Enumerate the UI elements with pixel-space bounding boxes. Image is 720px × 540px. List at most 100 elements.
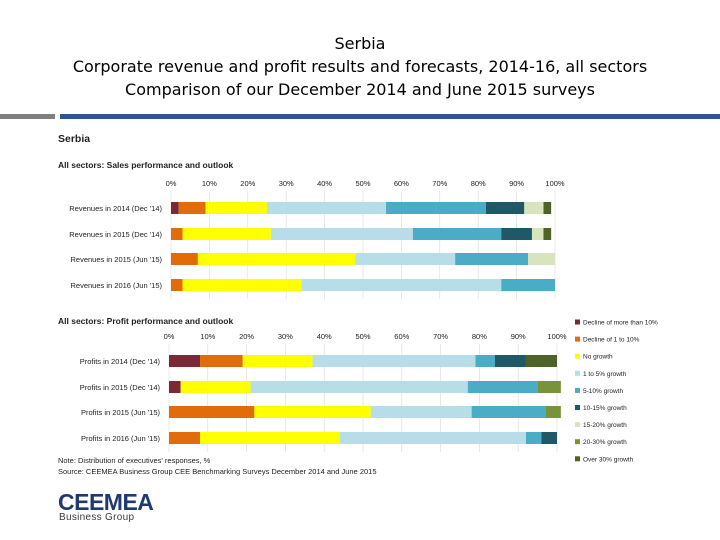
sales-tick-label: 70% [432,179,447,188]
slide-title-line2: Corporate revenue and profit results and… [72,57,648,76]
sales-bar-segment [270,228,413,240]
sales-bar-segment [197,253,356,265]
profit-bar-segment [242,355,313,367]
legend-swatch [575,370,580,376]
title-divider-grey [0,114,55,119]
profit-tick-label: 30% [278,332,293,341]
legend-label: No growth [583,354,613,361]
sales-bar-segment [531,228,544,240]
profit-chart-title: All sectors: Profit performance and outl… [58,316,234,326]
profit-tick-label: 80% [472,332,487,341]
profit-tick-label: 90% [511,332,526,341]
sales-bar-segment [386,202,486,214]
sales-tick-label: 50% [355,179,370,188]
slide-title-line1: Serbia [334,34,386,53]
sales-bar-segment [267,202,387,214]
sales-bar-segment [171,202,179,214]
sales-tick-label: 90% [509,179,524,188]
profit-tick-label: 50% [355,332,370,341]
sales-bar-segment [543,228,552,240]
sales-tick-label: 60% [394,179,409,188]
sales-category-label: Revenues in 2016 (Jun '15) [71,281,163,290]
sales-bar-segment [171,279,183,291]
profit-bar-segment [494,355,526,367]
profit-bar-segment [169,381,181,393]
profit-bar-segment [180,381,251,393]
profit-tick-label: 40% [317,332,332,341]
profit-bar-segment [200,432,340,444]
sales-tick-label: 100% [545,179,565,188]
profit-category-label: Profits in 2016 (Jun '15) [81,434,160,443]
sales-bar-segment [501,228,532,240]
profit-bar-segment [339,432,526,444]
profit-bar-segment [169,432,201,444]
legend-swatch [575,353,580,359]
ceemea-logo: CEEMEA Business Group [58,489,168,523]
legend-swatch [575,456,580,462]
sales-bar-segment [178,202,206,214]
sales-bar-segment [485,202,525,214]
profit-bar-segment [541,432,557,444]
sales-tick-label: 40% [317,179,332,188]
legend-label: 20-30% growth [583,439,627,446]
profit-bar-segment [169,406,255,418]
sales-bar-segment [412,228,502,240]
legend-label: 5-10% growth [583,388,623,395]
sales-chart-title: All sectors: Sales performance and outlo… [58,160,234,170]
sales-bar-segment [455,253,529,265]
legend-swatch [575,336,580,342]
sales-bar-segment [528,253,555,265]
slide-title-line3: Comparison of our December 2014 and June… [125,80,595,99]
profit-category-label: Profits in 2015 (Dec '14) [80,383,161,392]
profit-tick-label: 0% [164,332,175,341]
title-divider-blue [60,114,720,119]
sales-bar-segment [355,253,456,265]
title-divider [0,114,720,119]
profit-tick-label: 70% [433,332,448,341]
sales-tick-label: 0% [166,179,177,188]
sales-bar-segment [524,202,544,214]
slide-title: Serbia Corporate revenue and profit resu… [0,32,720,101]
profit-bar-segment [537,381,561,393]
sales-tick-label: 20% [240,179,255,188]
profit-category-label: Profits in 2014 (Dec '14) [80,357,161,366]
legend-swatch [575,439,580,445]
sales-category-label: Revenues in 2014 (Dec '14) [69,204,162,213]
profit-bar-segment [475,355,495,367]
chart-note: Note: Distribution of executives' respon… [58,456,211,465]
profit-bar-segment [545,406,561,418]
profit-bar-segment [169,355,201,367]
sales-category-label: Revenues in 2015 (Dec '14) [69,230,162,239]
profit-tick-label: 100% [547,332,567,341]
sales-tick-label: 80% [471,179,486,188]
logo-tagline: Business Group [59,512,135,523]
sales-tick-label: 30% [279,179,294,188]
profit-tick-label: 60% [394,332,409,341]
legend-swatch [575,319,580,325]
profit-bar-segment [250,381,468,393]
logo-wordmark: CEEMEA [58,489,154,515]
legend-label: Decline of more than 10% [583,320,658,327]
legend-swatch [575,387,580,393]
profit-bar-segment [312,355,476,367]
profit-category-label: Profits in 2015 (Jun '15) [81,408,160,417]
chart-source: Source: CEEMEA Business Group CEE Benchm… [58,467,377,476]
sales-bar-segment [501,279,555,291]
legend-label: Decline of 1 to 10% [583,337,640,344]
legend-label: 15-20% growth [583,422,627,429]
profit-tick-label: 20% [239,332,254,341]
profit-bar-segment [471,406,546,418]
profit-tick-label: 10% [200,332,215,341]
sales-bar-segment [182,228,271,240]
profit-bar-segment [525,432,542,444]
legend-label: 1 to 5% growth [583,371,627,378]
profit-bar-segment [525,355,557,367]
sales-bar-segment [171,228,183,240]
sales-category-label: Revenues in 2015 (Jun '15) [71,255,163,264]
sales-bar-segment [205,202,267,214]
sales-bar-segment [171,253,198,265]
sales-bar-segment [182,279,302,291]
profit-bar-segment [200,355,243,367]
legend-swatch [575,405,580,410]
